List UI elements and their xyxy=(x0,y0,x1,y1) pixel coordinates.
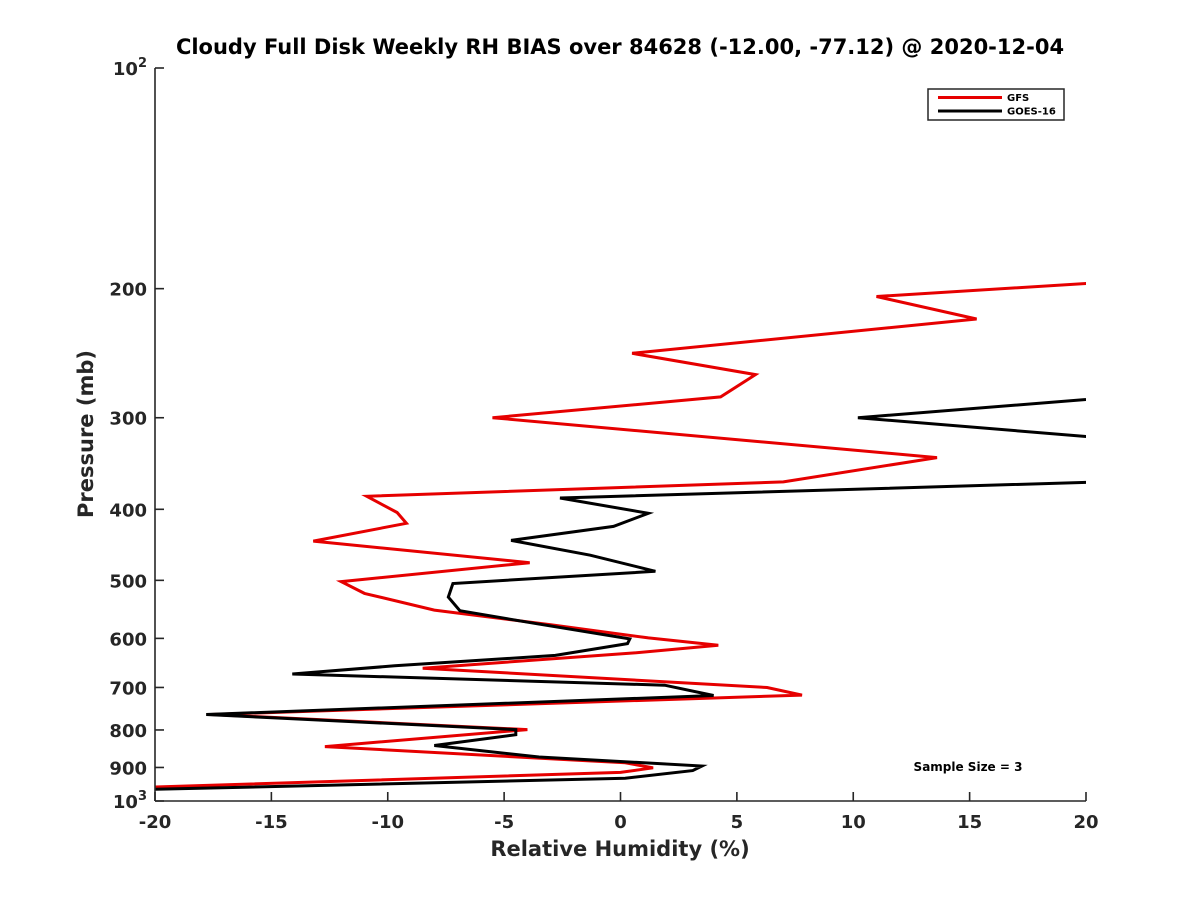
y-tick-label: 700 xyxy=(109,678,147,699)
y-tick-label: 300 xyxy=(109,409,147,430)
x-tick-label: 15 xyxy=(957,812,982,833)
x-ticks: -20 -15 -10 -5 0 5 10 15 20 xyxy=(139,792,1099,833)
x-tick-label: -5 xyxy=(494,812,514,833)
series-line-goes16 xyxy=(155,398,1086,791)
x-tick-label: 5 xyxy=(731,812,744,833)
legend: GFS GOES-16 xyxy=(927,88,1065,121)
sample-size-annotation: Sample Size = 3 xyxy=(914,760,1023,774)
y-tick-label: 500 xyxy=(109,571,147,592)
y-tick-label: 102 xyxy=(113,56,147,80)
y-axis-title: Pressure (mb) xyxy=(74,350,98,518)
series-layer xyxy=(155,281,1086,791)
x-tick-label: -20 xyxy=(139,812,172,833)
x-tick-label: 20 xyxy=(1073,812,1098,833)
y-tick-label: 103 xyxy=(113,789,147,813)
series-line-gfs xyxy=(155,281,1086,789)
legend-label-gfs: GFS xyxy=(1007,93,1029,104)
x-tick-label: -10 xyxy=(371,812,404,833)
chart-title: Cloudy Full Disk Weekly RH BIAS over 846… xyxy=(176,35,1064,59)
y-tick-label: 900 xyxy=(109,758,147,779)
x-tick-label: -15 xyxy=(255,812,288,833)
y-ticks: 102 200 300 400 500 600 700 800 900 103 xyxy=(109,56,164,813)
legend-box xyxy=(927,88,1065,121)
y-tick-label: 200 xyxy=(109,280,147,301)
x-tick-label: 0 xyxy=(614,812,627,833)
y-tick-label: 800 xyxy=(109,721,147,742)
y-tick-label: 600 xyxy=(109,629,147,650)
x-tick-label: 10 xyxy=(841,812,866,833)
x-axis-title: Relative Humidity (%) xyxy=(490,837,749,861)
y-tick-label: 400 xyxy=(109,500,147,521)
legend-label-goes16: GOES-16 xyxy=(1007,107,1056,118)
axes xyxy=(154,68,1086,802)
